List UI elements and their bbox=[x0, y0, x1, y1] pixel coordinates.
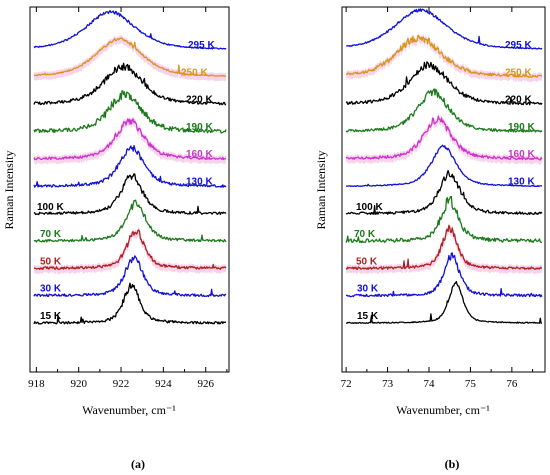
panel-a-label-250k: 250 K bbox=[181, 67, 208, 78]
panel-b-label-50k: 50 K bbox=[356, 256, 378, 267]
panel-a-label-15k: 15 K bbox=[40, 311, 62, 322]
panel-a-xtick-label: 924 bbox=[155, 378, 172, 390]
panel-a-caption: (a) bbox=[131, 457, 145, 471]
panel-b-xtick-label: 73 bbox=[382, 378, 394, 390]
panel-b-frame bbox=[341, 6, 546, 373]
panel-b-label-220k: 220 K bbox=[505, 95, 532, 106]
panel-a-highlight-250k bbox=[34, 35, 226, 82]
panel-b-xtick-label: 74 bbox=[424, 378, 436, 390]
panel-b-series-50k bbox=[345, 224, 543, 270]
panel-a-xlabel: Wavenumber, cm⁻¹ bbox=[82, 403, 176, 417]
panel-a-label-160k: 160 K bbox=[186, 149, 213, 160]
panel-b-series-130k bbox=[345, 144, 543, 188]
panel-a-series-15k bbox=[33, 282, 227, 325]
panel-b-series-30k bbox=[345, 252, 543, 298]
panel-b-label-100k: 100 K bbox=[356, 202, 383, 213]
panel-b-series-15k bbox=[346, 280, 542, 324]
panel-b-series-100k bbox=[345, 169, 543, 216]
panel-a-series-220k bbox=[33, 62, 227, 106]
panel-b-label-15k: 15 K bbox=[357, 311, 379, 322]
panel-a: 295 K 250 K 220 K 190 K 160 K 130 K 100 K 70 K 5… bbox=[2, 6, 230, 471]
panel-b-caption: (b) bbox=[445, 457, 460, 471]
panel-a-label-220k: 220 K bbox=[186, 95, 213, 106]
panel-a-series-250k bbox=[33, 37, 227, 78]
panel-b-series-70k bbox=[345, 195, 543, 244]
panel-b-label-190k: 190 K bbox=[508, 122, 535, 133]
panel-b-label-250k: 250 K bbox=[505, 67, 532, 78]
panel-a-series-190k bbox=[33, 90, 227, 134]
panel-b-series-190k bbox=[345, 88, 543, 133]
panel-b-series-295k bbox=[346, 8, 543, 50]
panel-a-series-70k bbox=[33, 199, 227, 243]
panel-b-xtick-label: 75 bbox=[465, 378, 477, 390]
panel-a-xtick-label: 918 bbox=[28, 378, 45, 390]
panel-a-label-190k: 190 K bbox=[186, 122, 213, 133]
panel-a-label-295k: 295 K bbox=[188, 40, 215, 51]
panel-a-label-100k: 100 K bbox=[37, 202, 64, 213]
panel-b-xtick-label: 76 bbox=[506, 378, 518, 390]
panel-b: 295 K 250 K 220 K 190 K 160 K 130 K 100 K 70 K 5… bbox=[314, 6, 546, 471]
panel-b-series-220k bbox=[345, 61, 543, 106]
panel-a-series-130k bbox=[33, 145, 227, 188]
panel-a-label-30k: 30 K bbox=[40, 284, 62, 295]
panel-b-label-70k: 70 K bbox=[354, 229, 376, 240]
panel-a-series-50k bbox=[33, 229, 227, 270]
panel-a-label-50k: 50 K bbox=[40, 256, 62, 267]
panel-a-series-100k bbox=[33, 173, 227, 216]
panel-a-series-30k bbox=[33, 255, 227, 298]
panel-b-xlabel: Wavenumber, cm⁻¹ bbox=[396, 403, 490, 417]
panel-a-series-160k bbox=[33, 118, 227, 161]
panel-b-label-295k: 295 K bbox=[505, 40, 532, 51]
panel-a-ylabel: Raman Intensity bbox=[2, 151, 16, 230]
panel-b-label-130k: 130 K bbox=[508, 177, 535, 188]
panel-a-xtick-label: 926 bbox=[197, 378, 214, 390]
panel-a-series-295k bbox=[33, 10, 227, 50]
panel-b-series-160k bbox=[345, 115, 543, 161]
panel-b-series-250k bbox=[346, 34, 543, 78]
panel-b-label-30k: 30 K bbox=[357, 284, 379, 295]
panel-a-label-130k: 130 K bbox=[186, 177, 213, 188]
panel-a-xtick-label: 922 bbox=[113, 378, 130, 390]
panel-a-highlight-160k bbox=[34, 116, 226, 165]
panel-b-ylabel: Raman Intensity bbox=[314, 151, 328, 230]
panel-b-xtick-label: 72 bbox=[341, 378, 352, 390]
panel-b-label-160k: 160 K bbox=[508, 149, 535, 160]
panel-a-frame bbox=[29, 6, 230, 373]
panel-a-label-70k: 70 K bbox=[40, 229, 62, 240]
panel-a-xtick-label: 920 bbox=[70, 378, 87, 390]
